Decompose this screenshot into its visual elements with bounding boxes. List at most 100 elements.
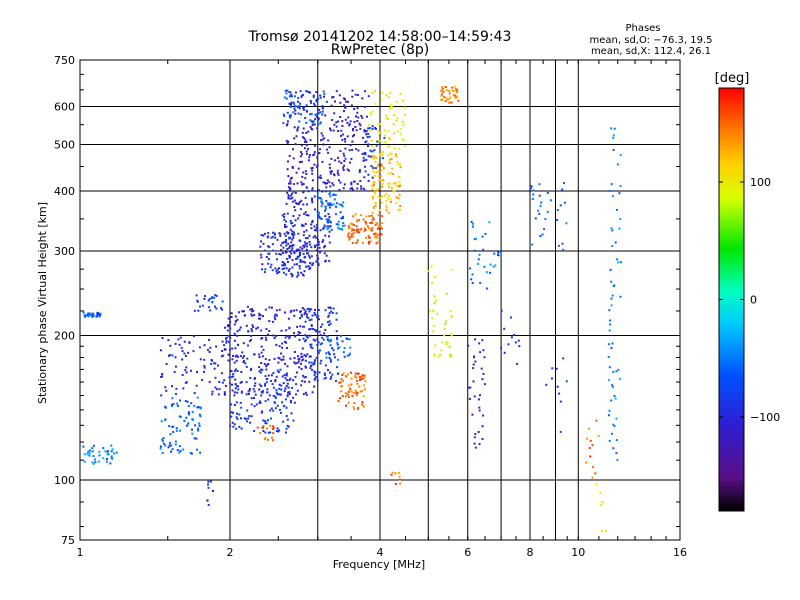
data-point (358, 171, 361, 173)
data-point (265, 368, 268, 371)
data-point (269, 424, 272, 427)
data-point (328, 193, 331, 196)
data-point (485, 287, 488, 290)
data-point (450, 334, 453, 337)
data-point (374, 102, 377, 105)
data-point (234, 387, 237, 390)
data-point (330, 104, 333, 107)
data-point (355, 115, 357, 118)
data-point (471, 225, 474, 228)
data-point (258, 312, 261, 315)
data-point (609, 268, 612, 271)
data-point (317, 97, 320, 100)
data-point (369, 240, 372, 243)
data-point (342, 152, 345, 155)
data-point (374, 167, 377, 170)
data-point (365, 158, 368, 161)
data-point (264, 431, 267, 434)
data-point (311, 264, 314, 266)
data-point (565, 380, 568, 383)
data-point (392, 114, 395, 117)
data-point (296, 361, 299, 364)
data-point (357, 149, 360, 152)
data-point (229, 337, 232, 339)
data-point (610, 347, 613, 349)
data-point (379, 196, 381, 199)
data-point (287, 160, 289, 163)
data-point (265, 328, 268, 330)
data-point (187, 422, 190, 425)
data-point (180, 346, 183, 349)
data-point (328, 230, 331, 233)
data-point (283, 404, 286, 407)
data-point (361, 152, 364, 155)
data-point (234, 368, 237, 371)
data-point (285, 220, 287, 223)
data-point (185, 366, 188, 369)
data-point (376, 189, 379, 192)
data-point (341, 340, 344, 343)
data-point (314, 314, 317, 316)
data-point (194, 424, 197, 427)
data-point (386, 197, 389, 200)
data-point (304, 256, 307, 258)
data-point (262, 424, 265, 427)
data-point (263, 232, 266, 235)
data-point (378, 154, 381, 157)
data-point (342, 222, 345, 224)
data-point (182, 387, 185, 390)
data-point (304, 117, 307, 119)
data-point (348, 238, 350, 241)
data-point (308, 328, 311, 331)
data-point (399, 132, 402, 135)
data-point (224, 326, 227, 329)
data-point (250, 328, 253, 331)
data-point (318, 318, 320, 321)
data-point (358, 385, 361, 388)
data-point (220, 355, 223, 358)
data-point (272, 409, 275, 412)
data-point (264, 308, 267, 311)
data-point (304, 310, 307, 313)
data-point (343, 164, 346, 167)
data-point (378, 209, 381, 211)
data-point (371, 125, 374, 127)
data-point (390, 152, 393, 155)
data-point (444, 320, 447, 323)
data-point (371, 227, 374, 229)
data-point (350, 235, 353, 238)
data-point (342, 379, 344, 382)
data-point (381, 185, 383, 188)
data-point (343, 104, 346, 107)
data-point (290, 272, 293, 275)
data-point (321, 201, 324, 204)
data-point (333, 174, 336, 177)
data-point (233, 404, 236, 406)
data-point (303, 147, 306, 150)
data-point (314, 377, 317, 380)
data-point (469, 386, 472, 389)
data-point (600, 504, 603, 507)
data-point (203, 297, 206, 300)
data-point (178, 415, 181, 418)
data-point (236, 417, 239, 420)
data-point (299, 102, 302, 105)
data-point (266, 438, 269, 441)
data-point (339, 116, 342, 118)
data-point (333, 123, 336, 126)
data-point (316, 379, 319, 382)
data-point (299, 254, 301, 256)
data-point (235, 320, 238, 323)
data-point (309, 262, 312, 265)
data-point (445, 292, 448, 295)
data-point (607, 414, 610, 417)
data-point (302, 325, 305, 328)
data-point (447, 98, 450, 100)
data-point (355, 394, 358, 397)
data-point (167, 339, 170, 342)
data-point (230, 370, 233, 373)
data-point (481, 425, 484, 428)
data-point (302, 224, 305, 227)
data-point (301, 359, 304, 362)
data-point (473, 249, 476, 252)
